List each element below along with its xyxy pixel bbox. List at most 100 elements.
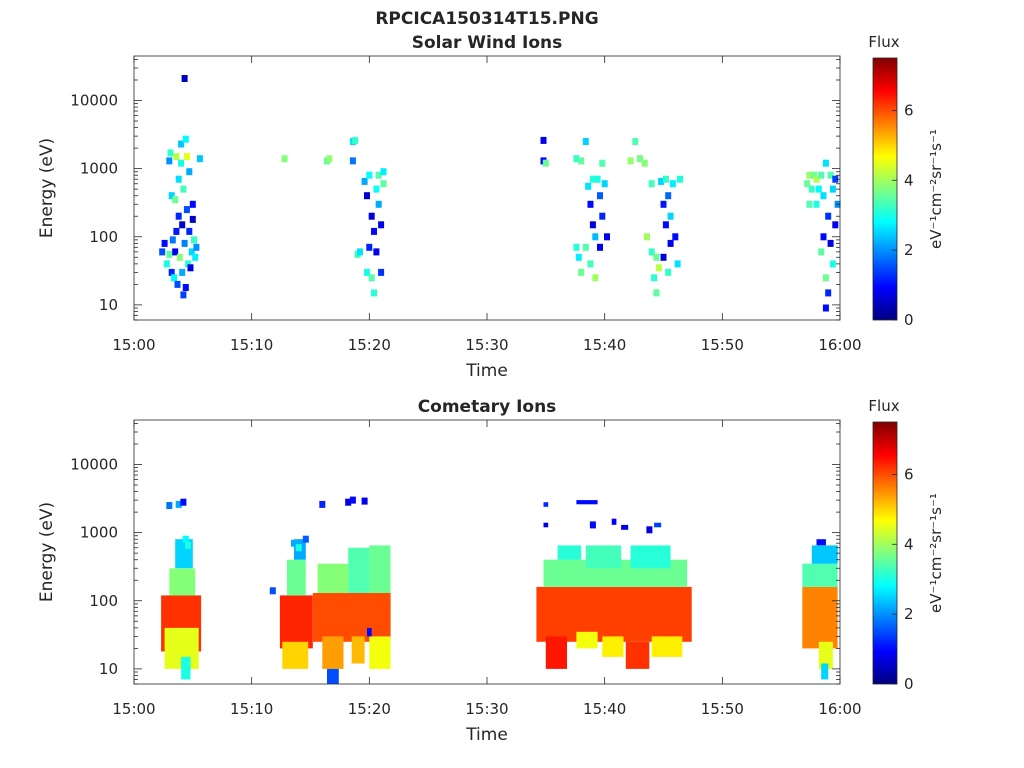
solar-wind-ions-flux-sample [183, 153, 190, 161]
solar-wind-ions-flux-sample [573, 243, 580, 251]
solar-wind-ions-flux-sample [349, 157, 356, 165]
solar-wind-ions-flux-sample [660, 200, 667, 208]
solar-wind-ions-flux-sample [163, 260, 170, 268]
cometary-ions-flux-block [327, 668, 339, 684]
cometary-ions-flux-sample [349, 496, 356, 504]
solar-wind-ions-y-tick-label: 100 [89, 228, 118, 246]
solar-wind-ions-flux-sample [364, 192, 370, 200]
cometary-ions-flux-block [543, 522, 549, 528]
cometary-ions-flux-block [367, 627, 372, 637]
cometary-ions-flux-sample [319, 500, 326, 508]
cometary-ions-x-tick-label: 15:50 [701, 700, 744, 718]
solar-wind-ions-flux-sample [366, 243, 373, 251]
solar-wind-ions-flux-sample [592, 274, 599, 282]
cometary-ions-flux-block [576, 631, 598, 649]
solar-wind-ions-flux-sample [811, 171, 818, 179]
solar-wind-ions-y-ticks: 10 100 1000 10000 [70, 59, 840, 321]
solar-wind-ions-flux-sample [183, 206, 190, 214]
solar-wind-ions-flux-sample [822, 274, 829, 282]
solar-wind-ions-flux-sample [375, 171, 382, 179]
cometary-ions-flux-block [802, 563, 838, 587]
solar-wind-ions-x-tick-label: 15:10 [230, 336, 273, 354]
solar-wind-ions-flux-sample [193, 243, 200, 251]
solar-wind-ions-flux-sample [189, 215, 196, 223]
cometary-ions-flux-block [322, 636, 344, 669]
solar-wind-ions-flux-sample [813, 175, 820, 183]
solar-wind-ions-flux-sample [660, 253, 667, 261]
cometary-ions-colorbar-label: Flux [868, 397, 899, 415]
cometary-ions-colorbar-tick-label: 2 [904, 605, 914, 623]
solar-wind-ions-flux-sample [820, 192, 827, 200]
solar-wind-ions-flux-sample [575, 253, 582, 261]
solar-wind-ions-flux-sample [827, 171, 834, 179]
cometary-ions-flux-sample [302, 535, 309, 543]
cometary-ions-flux-block [585, 545, 622, 569]
solar-wind-ions-flux-sample [587, 200, 594, 208]
solar-wind-ions-flux-sample [648, 248, 655, 256]
solar-wind-ions-y-tick-label: 10 [99, 296, 118, 314]
solar-wind-ions-flux-sample [677, 175, 683, 183]
cometary-ions-x-tick-label: 15:40 [583, 700, 626, 718]
solar-wind-ions-flux-sample [667, 212, 674, 220]
solar-wind-ions-flux-sample [196, 155, 203, 163]
cometary-ions-flux-block [811, 545, 838, 564]
solar-wind-ions-x-tick-label: 15:20 [348, 336, 391, 354]
cometary-ions-title: Cometary Ions [418, 397, 557, 417]
solar-wind-ions-title: Solar Wind Ions [412, 33, 563, 53]
cometary-ions-x-tick-label: 15:10 [230, 700, 273, 718]
cometary-ions-colorbar-gradient [872, 421, 898, 685]
solar-wind-ions-flux-sample [373, 185, 380, 193]
solar-wind-ions-flux-sample [166, 250, 173, 258]
cometary-ions-flux-block [821, 663, 829, 680]
cometary-ions-colorbar-tick-label: 4 [904, 535, 914, 553]
solar-wind-ions-flux-sample [582, 243, 589, 251]
cometary-ions-y-ticks: 10 100 1000 10000 [70, 423, 840, 685]
cometary-ions-flux-block [621, 524, 629, 530]
solar-wind-ions-colorbar-label: Flux [868, 33, 899, 51]
solar-wind-ions-flux-sample [168, 268, 175, 276]
solar-wind-ions-flux-sample [829, 260, 836, 268]
solar-wind-ions-x-tick-label: 15:40 [583, 336, 626, 354]
cometary-ions-flux-sample [182, 535, 189, 543]
solar-wind-ions-flux-sample [662, 175, 669, 183]
cometary-ions-flux-block [654, 522, 662, 528]
solar-wind-ions-flux-sample [813, 200, 820, 208]
solar-wind-ions-flux-sample [188, 248, 195, 256]
cometary-ions-y-tick-label: 1000 [80, 524, 118, 542]
solar-wind-ions-flux-sample [352, 136, 359, 144]
cometary-ions-flux-block [369, 636, 391, 669]
solar-wind-ions-flux-sample [594, 175, 601, 183]
cometary-ions-ylabel: Energy (eV) [37, 502, 57, 602]
solar-wind-ions-flux-sample [597, 192, 603, 200]
cometary-ions-x-tick-label: 16:00 [818, 700, 861, 718]
cometary-ions-flux-sample [361, 497, 368, 505]
cometary-ions-colorbar: Flux 0 2 4 6 eV⁻¹cm⁻²sr⁻¹s⁻¹ [868, 397, 945, 693]
solar-wind-ions-flux-sample [356, 248, 363, 256]
cometary-ions-x-ticks: 15:00 15:10 15:20 15:30 15:40 15:50 16:00 [112, 420, 862, 718]
solar-wind-ions-flux-sample [653, 289, 660, 297]
solar-wind-ions-flux-sample [651, 274, 658, 282]
solar-wind-ions-flux-sample [373, 248, 380, 256]
cometary-ions-axes-box [133, 419, 841, 685]
cometary-ions-flux-sample [180, 498, 187, 506]
solar-wind-ions-x-tick-label: 16:00 [818, 336, 861, 354]
solar-wind-ions-flux-sample [186, 168, 193, 176]
solar-wind-ions-flux-sample [644, 233, 650, 241]
solar-wind-ions-flux-sample [173, 153, 180, 161]
solar-wind-ions-xlabel: Time [465, 361, 508, 381]
solar-wind-ions-flux-sample [804, 180, 811, 188]
solar-wind-ions-flux-sample [166, 157, 173, 165]
cometary-ions-spectrogram [161, 496, 838, 684]
cometary-ions-flux-block [576, 500, 598, 505]
solar-wind-ions-flux-sample [172, 196, 179, 204]
solar-wind-ions-y-tick-label: 1000 [80, 160, 118, 178]
solar-wind-ions-flux-sample [599, 212, 606, 220]
solar-wind-ions-flux-sample [175, 175, 182, 183]
solar-wind-ions-x-tick-label: 15:00 [112, 336, 155, 354]
solar-wind-ions-flux-sample [192, 253, 199, 261]
cometary-ions-flux-block [351, 636, 365, 664]
solar-wind-ions-flux-sample [632, 138, 639, 145]
cometary-ions-flux-block [169, 568, 196, 596]
solar-wind-ions-flux-sample [326, 155, 333, 163]
solar-wind-ions-flux-sample [674, 260, 681, 268]
